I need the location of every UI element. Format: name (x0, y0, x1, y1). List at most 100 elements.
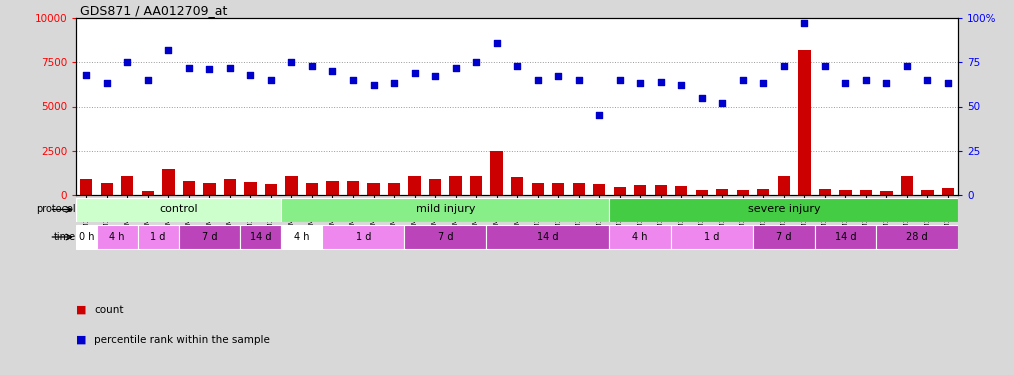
Point (550, 74, 566, 80)
Point (222, 64, 238, 70)
Bar (203, 183, 216, 195)
Point (407, 70, 423, 76)
Bar (736, 190, 749, 195)
Bar (100, 183, 113, 195)
Text: 7 d: 7 d (438, 232, 453, 242)
Bar (696, 190, 708, 195)
Bar (327, 181, 339, 195)
Bar (487, 225, 609, 249)
Text: control: control (159, 204, 198, 214)
Bar (552, 183, 565, 195)
Bar (675, 186, 687, 195)
Text: 7 d: 7 d (776, 232, 792, 242)
Point (447, 64, 463, 70)
Bar (900, 176, 913, 195)
Point (673, 82, 690, 88)
Bar (818, 189, 831, 195)
Point (898, 63, 915, 69)
Bar (162, 170, 174, 195)
Bar (511, 177, 523, 195)
Point (386, 81, 403, 87)
Bar (469, 176, 483, 195)
Text: 1 d: 1 d (705, 232, 720, 242)
Point (202, 66, 218, 72)
Bar (942, 188, 954, 195)
Point (78, 72, 94, 78)
Point (591, 112, 607, 118)
Point (796, 20, 812, 26)
Text: 4 h: 4 h (110, 232, 125, 242)
Point (345, 77, 361, 83)
Point (838, 81, 854, 87)
Text: mild injury: mild injury (416, 204, 476, 214)
Point (571, 77, 587, 83)
Bar (322, 225, 405, 249)
Text: 7 d: 7 d (202, 232, 217, 242)
Text: GDS871 / AA012709_at: GDS871 / AA012709_at (80, 4, 228, 17)
Bar (405, 225, 487, 249)
Text: 14 d: 14 d (249, 232, 272, 242)
Point (140, 77, 156, 83)
Point (714, 100, 730, 106)
Bar (922, 190, 934, 195)
Text: severe injury: severe injury (747, 204, 820, 214)
Bar (876, 225, 958, 249)
Bar (96, 225, 138, 249)
Bar (778, 176, 790, 195)
Bar (76, 225, 96, 249)
Bar (860, 190, 872, 195)
Text: ■: ■ (76, 335, 86, 345)
Bar (814, 225, 876, 249)
Point (242, 72, 259, 78)
Point (263, 77, 279, 83)
Text: 4 h: 4 h (294, 232, 309, 242)
Bar (240, 225, 281, 249)
Point (529, 77, 546, 83)
Point (365, 82, 381, 88)
Bar (265, 184, 277, 195)
Point (755, 81, 772, 87)
Point (304, 63, 320, 69)
Point (98, 81, 115, 87)
Text: 4 h: 4 h (633, 232, 648, 242)
Bar (634, 185, 646, 195)
Bar (429, 179, 441, 195)
Text: ■: ■ (76, 305, 86, 315)
Text: 14 d: 14 d (835, 232, 856, 242)
Text: 28 d: 28 d (907, 232, 928, 242)
Text: count: count (94, 305, 124, 315)
Text: 1 d: 1 d (356, 232, 371, 242)
Point (283, 59, 299, 65)
Bar (613, 187, 626, 195)
Point (489, 40, 505, 46)
Point (735, 77, 751, 83)
Bar (367, 183, 379, 195)
Text: 0 h: 0 h (78, 232, 94, 242)
Bar (671, 225, 753, 249)
Bar (531, 183, 544, 195)
Point (653, 79, 669, 85)
Point (468, 59, 485, 65)
Point (776, 63, 792, 69)
Bar (224, 179, 236, 195)
Point (324, 68, 341, 74)
Text: 14 d: 14 d (537, 232, 559, 242)
Bar (306, 183, 318, 195)
Text: protocol: protocol (37, 204, 76, 214)
Bar (449, 176, 461, 195)
Bar (593, 184, 605, 195)
Bar (609, 225, 671, 249)
Point (120, 59, 136, 65)
Point (694, 94, 710, 100)
Bar (840, 190, 852, 195)
Bar (409, 176, 421, 195)
Bar (716, 189, 728, 195)
Text: 1 d: 1 d (150, 232, 166, 242)
Point (509, 63, 525, 69)
Bar (880, 192, 892, 195)
Bar (798, 50, 810, 195)
Point (920, 77, 936, 83)
Bar (753, 225, 814, 249)
Point (858, 77, 874, 83)
Text: time: time (54, 232, 76, 242)
